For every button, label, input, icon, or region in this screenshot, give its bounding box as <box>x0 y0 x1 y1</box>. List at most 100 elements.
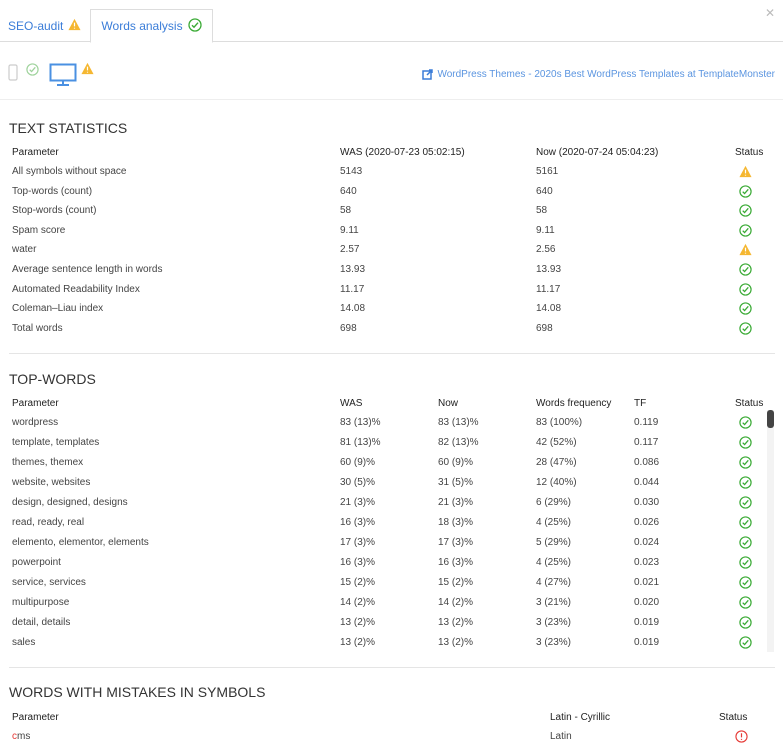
column-header-status: Status <box>735 398 764 409</box>
was-value: 15 (2)% <box>340 577 376 588</box>
was-value: 81 (13)% <box>340 437 381 448</box>
table-row: Average sentence length in words 13.93 13.… <box>0 261 783 281</box>
page-link[interactable]: WordPress Themes - 2020s Best WordPress … <box>422 69 775 80</box>
was-value: 30 (5)% <box>340 477 376 488</box>
tab-bar: SEO-audit Words analysis ✕ <box>0 0 783 43</box>
was-value: 16 (3)% <box>340 517 376 528</box>
parameter: powerpoint <box>12 557 61 568</box>
tab-label: Words analysis <box>101 19 183 33</box>
column-header-now-value: Now <box>438 398 459 409</box>
table-row: Total words 698 698 <box>0 320 783 340</box>
now-value: 13 (2)% <box>438 637 474 648</box>
table-row: template, templates 81 (13)% 82 (13)% 42 (5… <box>0 434 783 454</box>
table-row: website, websites 30 (5)% 31 (5)% 12 (40%) 0… <box>0 474 783 494</box>
check-circle-icon <box>187 17 202 35</box>
column-header-parameter: Parameter <box>12 712 59 723</box>
now-value: 11.17 <box>536 283 561 295</box>
parameter: website, websites <box>12 477 91 488</box>
check-circle-icon <box>739 184 752 201</box>
words-frequency: 4 (27%) <box>536 577 572 588</box>
word: cms <box>12 731 30 742</box>
table-row: themes, themex 60 (9)% 60 (9)% 28 (47%) 0.08… <box>0 454 783 474</box>
tab-seo-audit[interactable]: SEO-audit <box>0 9 89 42</box>
now-value: 15 (2)% <box>438 577 474 588</box>
now-value: 14 (2)% <box>438 597 474 608</box>
parameter: Top-words (count) <box>12 185 93 197</box>
words-frequency: 28 (47%) <box>536 457 577 468</box>
now-value: 13 (2)% <box>438 617 474 628</box>
now-value: 83 (13)% <box>438 417 479 428</box>
table-row: Top-words (count) 640 640 <box>0 183 783 203</box>
was-value: 16 (3)% <box>340 557 376 568</box>
desktop-device-icon[interactable] <box>49 63 77 87</box>
was-value: 21 (3)% <box>340 497 376 508</box>
now-value: 60 (9)% <box>438 457 474 468</box>
tf-value: 0.021 <box>634 577 660 588</box>
tf-value: 0.024 <box>634 537 660 548</box>
column-header-now-value: Now (2020-07-24 05:04:23) <box>536 147 659 158</box>
parameter: Coleman–Liau index <box>12 303 104 315</box>
parameter: multipurpose <box>12 597 70 608</box>
table-row: water 2.57 2.56 <box>0 241 783 261</box>
words-frequency: 12 (40%) <box>536 477 577 488</box>
tf-value: 0.023 <box>634 557 660 568</box>
column-header-parameter: Parameter <box>12 147 59 158</box>
scrollbar-thumb[interactable] <box>767 410 774 428</box>
table-row: Spam score 9.11 9.11 <box>0 222 783 242</box>
check-circle-icon <box>739 322 752 338</box>
mobile-device-icon[interactable] <box>8 64 18 81</box>
was-value: 14 (2)% <box>340 597 376 608</box>
now-value: 698 <box>536 322 553 334</box>
was-value: 698 <box>340 322 357 334</box>
mistake-symbol: c <box>12 731 17 742</box>
now-value: 17 (3)% <box>438 537 474 548</box>
check-circle-icon <box>26 63 39 81</box>
was-value: 14.08 <box>340 303 366 315</box>
now-value: 13.93 <box>536 264 562 275</box>
was-value: 13 (2)% <box>340 637 376 648</box>
parameter: wordpress <box>12 417 59 428</box>
now-value: 18 (3)% <box>438 517 474 528</box>
check-circle-icon <box>739 302 752 318</box>
words-frequency: 3 (23%) <box>536 617 572 628</box>
was-value: 60 (9)% <box>340 457 376 468</box>
divider <box>9 353 775 354</box>
scrollbar[interactable] <box>767 410 774 652</box>
parameter: service, services <box>12 577 86 588</box>
tf-value: 0.030 <box>634 497 660 508</box>
parameter: elemento, elementor, elements <box>12 537 149 548</box>
was-value: 17 (3)% <box>340 537 376 548</box>
table-row: service, services 15 (2)% 15 (2)% 4 (27%) 0.… <box>0 574 783 594</box>
word-rest: ms <box>17 731 31 742</box>
column-header-status: Status <box>719 712 748 723</box>
check-circle-icon <box>739 416 752 432</box>
was-value: 5143 <box>340 166 363 177</box>
words-frequency: 42 (52%) <box>536 437 577 448</box>
warning-icon <box>739 243 752 259</box>
table-row: wordpress 83 (13)% 83 (13)% 83 (100%) 0.119 <box>0 414 783 434</box>
warning-icon <box>81 62 94 80</box>
table-row: cms Latin <box>0 728 783 748</box>
column-header-status: Status <box>735 147 764 158</box>
table-row: multipurpose 14 (2)% 14 (2)% 3 (21%) 0.020 <box>0 594 783 614</box>
tf-value: 0.019 <box>634 637 660 648</box>
check-circle-icon <box>739 204 752 220</box>
parameter: All symbols without space <box>12 166 127 177</box>
tab-words-analysis[interactable]: Words analysis <box>90 9 213 43</box>
words-frequency: 6 (29%) <box>536 497 572 508</box>
was-value: 13.93 <box>340 264 366 275</box>
parameter: Average sentence length in words <box>12 264 163 275</box>
parameter: Spam score <box>12 224 66 236</box>
table-header: Parameter Latin - Cyrillic Status <box>0 709 783 729</box>
words-frequency: 3 (21%) <box>536 597 572 608</box>
words-frequency: 4 (25%) <box>536 557 572 568</box>
divider <box>9 667 775 668</box>
close-icon[interactable]: ✕ <box>764 6 775 20</box>
section-title-text-statistics: TEXT STATISTICS <box>9 120 128 136</box>
check-circle-icon <box>739 596 752 612</box>
words-frequency: 4 (25%) <box>536 517 572 528</box>
was-value: 58 <box>340 205 352 217</box>
tf-value: 0.117 <box>634 437 659 448</box>
warning-icon <box>68 18 81 34</box>
check-circle-icon <box>739 476 752 492</box>
